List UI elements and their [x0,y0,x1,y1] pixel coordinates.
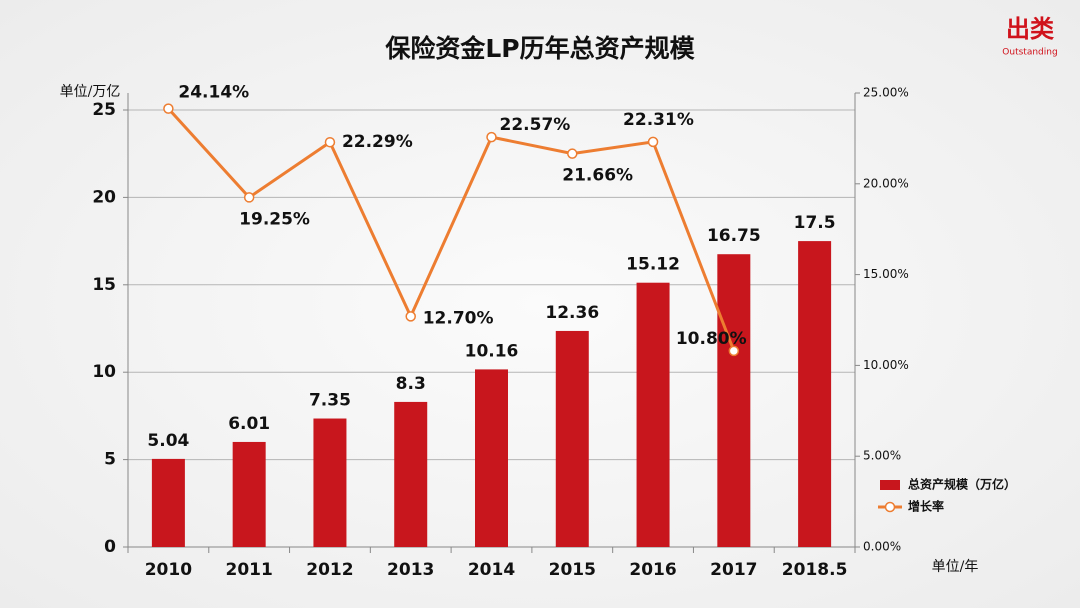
bar-value-label: 17.5 [794,213,836,233]
line [167,107,736,352]
line-value-label: 22.57% [500,115,571,135]
x-tick-label: 2011 [226,560,273,580]
line-point [243,192,255,203]
line-value-label: 19.25% [239,209,310,229]
bar [717,254,751,547]
y2-tick-label: 15.00% [863,267,909,281]
bar [313,418,347,547]
line-point [163,103,174,114]
line-point [728,345,740,357]
bar [475,369,508,547]
line-point [405,311,416,322]
legend-label: 总资产规模（万亿） [908,477,1016,492]
bar-value-label: 10.16 [465,341,519,361]
y2-tick-label: 5.00% [863,449,901,463]
bar-value-label: 7.35 [309,391,351,411]
bar [555,330,589,547]
x-tick-label: 2013 [387,560,434,580]
line-value-label: 12.70% [423,308,494,328]
bar [798,241,832,547]
y2-tick-label: 0.00% [863,540,901,554]
y2-tick-label: 25.00% [863,86,909,100]
y-tick-label: 25 [92,100,116,120]
line-value-label: 24.14% [178,83,249,103]
y-tick-label: 20 [92,187,116,207]
line-value-label: 21.66% [562,166,633,186]
brand-name: 出类 [1006,15,1055,43]
bar [151,458,185,547]
bar-value-label: 12.36 [545,303,599,323]
line-point [647,136,659,148]
y-tick-label: 10 [92,362,116,382]
bar-value-label: 6.01 [228,414,270,434]
y-axis-label: 单位/万亿 [60,84,121,100]
y-tick-label: 5 [104,450,116,470]
x-tick-label: 2018.5 [782,560,848,580]
y2-tick-label: 20.00% [863,176,909,190]
line-value-label: 22.31% [623,110,694,130]
y2-tick-label: 10.00% [863,358,909,372]
bar [636,282,670,547]
line-point [324,136,336,148]
y-tick-label: 0 [104,537,116,557]
bar-value-label: 8.3 [396,374,426,394]
x-tick-label: 2016 [629,560,676,580]
bar-value-label: 15.12 [626,255,680,275]
legend-swatch [884,501,896,513]
x-tick-label: 2015 [549,560,596,580]
line-value-label: 10.80% [676,329,747,349]
x-tick-label: 2017 [710,560,757,580]
bar [232,441,266,547]
bar [394,401,428,547]
x-tick-label: 2012 [306,560,353,580]
bar-value-label: 16.75 [707,226,761,246]
legend-swatch [880,480,900,490]
x-axis-label: 单位/年 [932,559,979,575]
legend-label: 增长率 [908,499,944,514]
line-point [486,131,497,143]
chart-title: 保险资金LP历年总资产规模 [384,34,695,63]
x-tick-label: 2014 [468,560,515,580]
bar-value-label: 5.04 [147,431,189,451]
brand-tagline: Outstanding [1002,48,1057,58]
y-tick-label: 15 [92,275,116,295]
line-point [567,148,578,159]
line-value-label: 22.29% [342,132,413,152]
x-tick-label: 2010 [145,560,192,580]
